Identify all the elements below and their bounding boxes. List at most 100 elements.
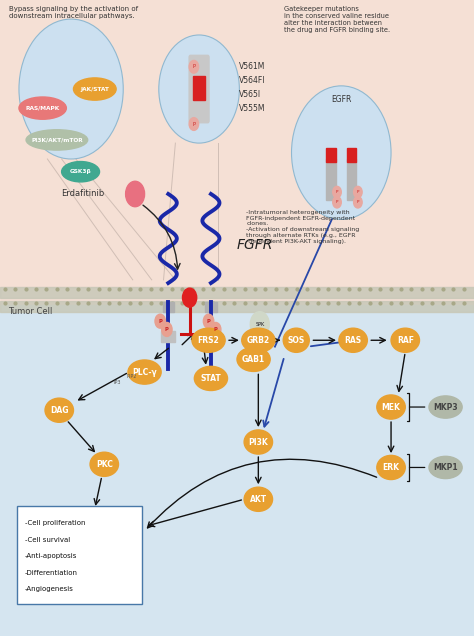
Bar: [347, 148, 356, 162]
Text: PKC: PKC: [96, 460, 113, 469]
Ellipse shape: [194, 366, 228, 391]
Ellipse shape: [73, 78, 116, 100]
Ellipse shape: [377, 455, 405, 480]
Circle shape: [155, 314, 165, 328]
Text: PI3K/AKT/mTOR: PI3K/AKT/mTOR: [31, 137, 83, 142]
Text: -Angiogenesis: -Angiogenesis: [25, 586, 73, 592]
Ellipse shape: [192, 328, 225, 352]
Ellipse shape: [90, 452, 118, 476]
Circle shape: [210, 322, 221, 336]
Text: GSK3β: GSK3β: [70, 169, 91, 174]
Circle shape: [250, 312, 269, 337]
Text: GAB1: GAB1: [242, 355, 265, 364]
Bar: [0, 301, 474, 312]
Text: -Cell survival: -Cell survival: [25, 537, 70, 543]
Circle shape: [159, 35, 239, 143]
FancyBboxPatch shape: [189, 55, 209, 123]
Bar: [161, 331, 175, 342]
Text: P: P: [192, 121, 195, 127]
Text: FRS2: FRS2: [198, 336, 219, 345]
Circle shape: [354, 186, 362, 198]
Bar: [193, 76, 205, 100]
Text: -Intratumoral heterogeneity with
FGFR-indpendent EGFR-dependent
clones.
-Activat: -Intratumoral heterogeneity with FGFR-in…: [246, 210, 360, 244]
Text: Erdafitinib: Erdafitinib: [61, 190, 104, 198]
Text: RAF: RAF: [397, 336, 414, 345]
Text: P: P: [336, 190, 338, 194]
Ellipse shape: [339, 328, 367, 352]
Text: P: P: [165, 327, 169, 332]
FancyBboxPatch shape: [17, 506, 142, 604]
Text: AKT: AKT: [250, 495, 267, 504]
Circle shape: [126, 181, 145, 207]
Circle shape: [292, 86, 391, 219]
Text: FGFR: FGFR: [237, 238, 273, 252]
Ellipse shape: [237, 347, 270, 371]
Text: ERK: ERK: [383, 463, 400, 472]
Text: Tumor Cell: Tumor Cell: [9, 307, 53, 316]
Text: Gatekeeper mutations
in the conserved valine residue
alter the interaction betwe: Gatekeeper mutations in the conserved va…: [284, 6, 391, 33]
Ellipse shape: [19, 97, 66, 120]
Text: IP3: IP3: [114, 380, 121, 385]
Text: PLC-γ: PLC-γ: [132, 368, 157, 377]
Text: V565I: V565I: [239, 90, 262, 99]
Text: -Differentiation: -Differentiation: [25, 570, 78, 576]
Circle shape: [189, 118, 199, 130]
Circle shape: [203, 314, 214, 328]
Ellipse shape: [377, 395, 405, 419]
Text: PIP2: PIP2: [127, 374, 137, 379]
Text: PI3K: PI3K: [248, 438, 268, 446]
Text: SPK: SPK: [255, 322, 264, 327]
Bar: [326, 148, 336, 162]
Text: V555M: V555M: [239, 104, 266, 113]
Circle shape: [19, 19, 123, 159]
Circle shape: [182, 288, 197, 307]
Ellipse shape: [128, 360, 161, 384]
Text: V564FI: V564FI: [239, 76, 266, 85]
Text: STAT: STAT: [201, 374, 221, 383]
Text: EGFR: EGFR: [331, 95, 351, 104]
Text: SPK: SPK: [255, 322, 264, 327]
Ellipse shape: [45, 398, 73, 422]
Ellipse shape: [26, 130, 88, 150]
Text: DAG: DAG: [50, 406, 69, 415]
Ellipse shape: [244, 430, 273, 454]
Text: P: P: [336, 200, 338, 204]
Ellipse shape: [391, 328, 419, 352]
Text: MEK: MEK: [382, 403, 401, 411]
Text: -Cell proliferation: -Cell proliferation: [25, 520, 85, 526]
Bar: [163, 302, 174, 312]
Text: P: P: [356, 200, 359, 204]
Ellipse shape: [429, 457, 462, 478]
Text: MKP3: MKP3: [433, 403, 458, 411]
Bar: [0, 0, 474, 305]
Ellipse shape: [242, 328, 275, 352]
Bar: [326, 159, 336, 200]
Text: MKP1: MKP1: [433, 463, 458, 472]
Bar: [204, 331, 218, 342]
Ellipse shape: [62, 162, 100, 182]
Text: P: P: [207, 319, 210, 324]
Text: P: P: [158, 319, 162, 324]
Ellipse shape: [283, 328, 310, 352]
Text: SOS: SOS: [288, 336, 305, 345]
Circle shape: [189, 60, 199, 73]
Bar: [205, 302, 217, 312]
Text: V561M: V561M: [239, 62, 266, 71]
Text: P: P: [192, 64, 195, 69]
Circle shape: [162, 322, 172, 336]
Ellipse shape: [244, 487, 273, 511]
Circle shape: [333, 186, 341, 198]
Text: RAS/MAPK: RAS/MAPK: [26, 106, 60, 111]
Circle shape: [333, 197, 341, 208]
Text: P: P: [356, 190, 359, 194]
Text: RAS: RAS: [345, 336, 362, 345]
Text: JAK/STAT: JAK/STAT: [81, 86, 109, 92]
Bar: [0, 305, 474, 636]
Text: P: P: [214, 327, 218, 332]
Bar: [347, 159, 356, 200]
Text: Bypass signaling by the activation of
downstream intracellular pathways.: Bypass signaling by the activation of do…: [9, 6, 138, 19]
Text: GRB2: GRB2: [247, 336, 270, 345]
Text: -Anti-apoptosis: -Anti-apoptosis: [25, 553, 77, 559]
Circle shape: [354, 197, 362, 208]
Ellipse shape: [429, 396, 462, 418]
